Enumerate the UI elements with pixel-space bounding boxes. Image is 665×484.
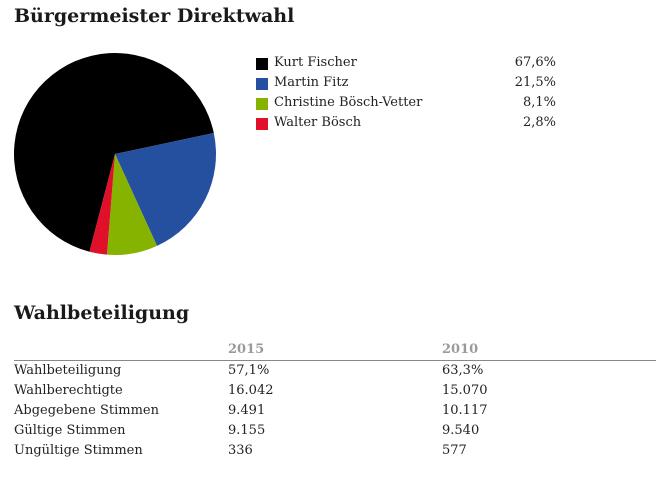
legend-label: Martin Fitz xyxy=(274,75,349,90)
cell-2015: 57,1% xyxy=(228,363,270,378)
pie-slice-walter-b-sch xyxy=(89,154,115,255)
legend-value: 67,6% xyxy=(514,55,556,70)
legend-swatch xyxy=(256,118,268,130)
cell-2010: 10.117 xyxy=(442,403,488,418)
legend-item: Kurt Fischer 67,6% xyxy=(256,55,556,75)
cell-2015: 9.491 xyxy=(228,403,266,418)
turnout-table: 2015 2010 Wahlbeteiligung 57,1% 63,3% Wa… xyxy=(14,342,656,461)
column-header-2010: 2010 xyxy=(442,342,479,357)
cell-2015: 336 xyxy=(228,443,253,458)
pie-chart xyxy=(13,52,216,255)
pie-slice-christine-b-sch-vetter xyxy=(106,154,158,255)
legend-value: 2,8% xyxy=(522,115,556,130)
row-label: Ungültige Stimmen xyxy=(14,443,143,458)
table-row: Wahlberechtigte 16.042 15.070 xyxy=(14,381,656,401)
legend-label: Walter Bösch xyxy=(274,115,362,130)
legend-swatch xyxy=(256,78,268,90)
cell-2010: 577 xyxy=(442,443,467,458)
cell-2010: 15.070 xyxy=(442,383,488,398)
cell-2010: 63,3% xyxy=(442,363,484,378)
row-label: Wahlbeteiligung xyxy=(14,363,122,378)
row-label: Wahlberechtigte xyxy=(14,383,123,398)
table-row: Abgegebene Stimmen 9.491 10.117 xyxy=(14,401,656,421)
pie-slice-martin-fitz xyxy=(115,133,216,246)
chart-title: Bürgermeister Direktwahl xyxy=(14,5,295,27)
legend-item: Walter Bösch 2,8% xyxy=(256,115,556,135)
row-label: Abgegebene Stimmen xyxy=(14,403,159,418)
row-label: Gültige Stimmen xyxy=(14,423,126,438)
legend-swatch xyxy=(256,58,268,70)
legend-value: 21,5% xyxy=(514,75,556,90)
column-header-2015: 2015 xyxy=(228,342,265,357)
cell-2015: 9.155 xyxy=(228,423,266,438)
legend-label: Kurt Fischer xyxy=(274,55,357,70)
table-row: Gültige Stimmen 9.155 9.540 xyxy=(14,421,656,441)
legend-value: 8,1% xyxy=(522,95,556,110)
pie-slice-kurt-fischer xyxy=(13,52,214,252)
legend-label: Christine Bösch-Vetter xyxy=(274,95,423,110)
legend-item: Christine Bösch-Vetter 8,1% xyxy=(256,95,556,115)
legend-swatch xyxy=(256,98,268,110)
cell-2015: 16.042 xyxy=(228,383,274,398)
legend: Kurt Fischer 67,6% Martin Fitz 21,5% Chr… xyxy=(256,55,556,135)
cell-2010: 9.540 xyxy=(442,423,480,438)
legend-item: Martin Fitz 21,5% xyxy=(256,75,556,95)
table-row: Ungültige Stimmen 336 577 xyxy=(14,441,656,461)
table-row: Wahlbeteiligung 57,1% 63,3% xyxy=(14,361,656,381)
table-header: 2015 2010 xyxy=(14,342,656,361)
turnout-heading: Wahlbeteiligung xyxy=(14,302,190,324)
